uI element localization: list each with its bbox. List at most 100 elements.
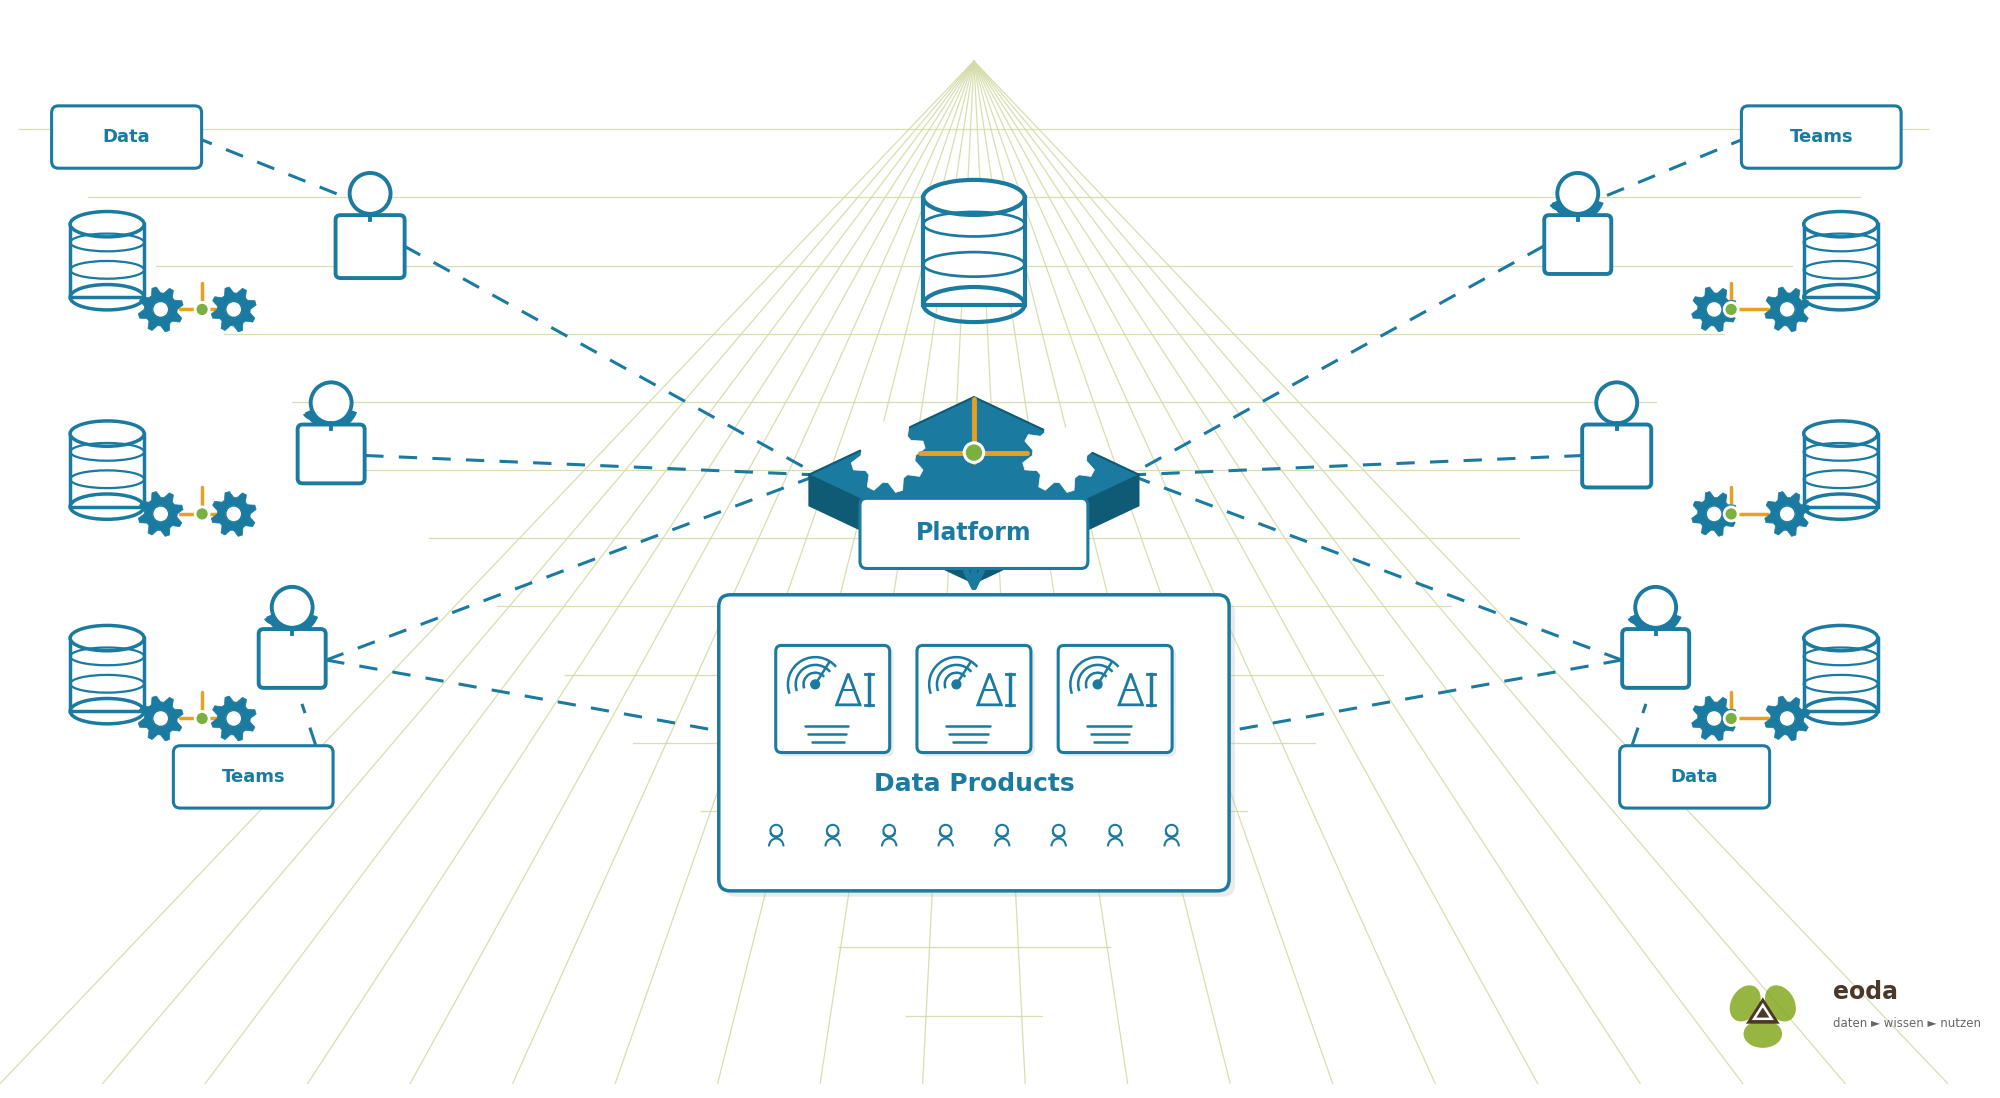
Circle shape [1636,587,1676,628]
Circle shape [310,382,352,423]
Circle shape [1052,825,1064,837]
Polygon shape [138,492,184,536]
Polygon shape [1764,492,1810,536]
Wedge shape [882,830,896,838]
Circle shape [1724,507,1738,520]
Circle shape [1046,442,1072,469]
Polygon shape [1692,287,1736,332]
Wedge shape [1550,200,1570,211]
Circle shape [770,825,782,837]
Circle shape [1094,680,1102,688]
Circle shape [884,825,894,837]
Ellipse shape [1804,421,1878,446]
Polygon shape [138,287,184,332]
Wedge shape [306,403,358,430]
Polygon shape [70,638,144,712]
Wedge shape [1552,193,1604,221]
Wedge shape [264,614,284,625]
FancyBboxPatch shape [776,646,890,752]
FancyBboxPatch shape [336,215,404,278]
Wedge shape [266,607,318,635]
Text: Data: Data [1670,768,1718,786]
Polygon shape [1764,696,1810,741]
Circle shape [196,507,210,520]
Circle shape [152,710,168,727]
Circle shape [996,825,1008,837]
Text: daten ► wissen ► nutzen: daten ► wissen ► nutzen [1832,1017,1980,1030]
Circle shape [1558,173,1598,214]
Text: eoda: eoda [1832,981,1898,1005]
Wedge shape [996,830,1010,838]
Circle shape [810,680,820,688]
Polygon shape [852,418,926,492]
Text: Teams: Teams [222,768,286,786]
Polygon shape [1804,224,1878,298]
Circle shape [152,302,168,317]
Circle shape [226,506,242,522]
Polygon shape [1692,492,1736,536]
Wedge shape [1164,830,1178,838]
Wedge shape [770,830,784,838]
Text: Teams: Teams [1790,128,1854,146]
FancyBboxPatch shape [258,629,326,687]
Circle shape [1724,302,1738,316]
Circle shape [1596,382,1638,423]
Ellipse shape [70,421,144,446]
Polygon shape [1764,287,1810,332]
FancyBboxPatch shape [780,649,894,757]
Polygon shape [1692,696,1736,741]
FancyBboxPatch shape [860,498,1088,569]
Circle shape [196,712,210,726]
FancyBboxPatch shape [298,425,364,483]
Circle shape [350,173,390,214]
Circle shape [1166,825,1178,837]
Polygon shape [924,198,1024,304]
Wedge shape [826,830,840,838]
FancyBboxPatch shape [1582,425,1652,488]
Wedge shape [1108,830,1122,838]
Wedge shape [1052,830,1066,838]
Polygon shape [808,397,1140,553]
Circle shape [272,587,312,628]
FancyBboxPatch shape [1058,646,1172,752]
Ellipse shape [1764,985,1796,1021]
Circle shape [226,710,242,727]
Ellipse shape [924,180,1024,215]
Wedge shape [302,408,322,421]
FancyBboxPatch shape [1742,105,1902,168]
Circle shape [1706,506,1722,522]
FancyBboxPatch shape [920,649,1034,757]
Polygon shape [212,492,256,536]
FancyBboxPatch shape [718,595,1230,890]
Polygon shape [138,696,184,741]
Polygon shape [212,696,256,741]
Circle shape [1780,302,1796,317]
Circle shape [1706,710,1722,727]
FancyBboxPatch shape [52,105,202,168]
Polygon shape [212,287,256,332]
FancyBboxPatch shape [174,746,334,808]
Circle shape [964,442,984,462]
Wedge shape [938,830,952,838]
Ellipse shape [1730,985,1760,1021]
Polygon shape [70,224,144,298]
Circle shape [826,825,838,837]
Circle shape [196,302,210,316]
Circle shape [940,825,952,837]
Text: Platform: Platform [916,522,1032,546]
Circle shape [1780,506,1796,522]
Circle shape [152,506,168,522]
FancyBboxPatch shape [724,601,1234,897]
Ellipse shape [1804,626,1878,651]
Ellipse shape [70,626,144,651]
Ellipse shape [1744,1020,1782,1047]
Text: Data: Data [102,128,150,146]
Polygon shape [1804,638,1878,712]
Circle shape [1724,712,1738,726]
Wedge shape [1630,607,1682,635]
Circle shape [876,442,902,469]
Polygon shape [70,434,144,506]
FancyBboxPatch shape [1620,746,1770,808]
Ellipse shape [1804,212,1878,237]
Polygon shape [1746,997,1780,1023]
